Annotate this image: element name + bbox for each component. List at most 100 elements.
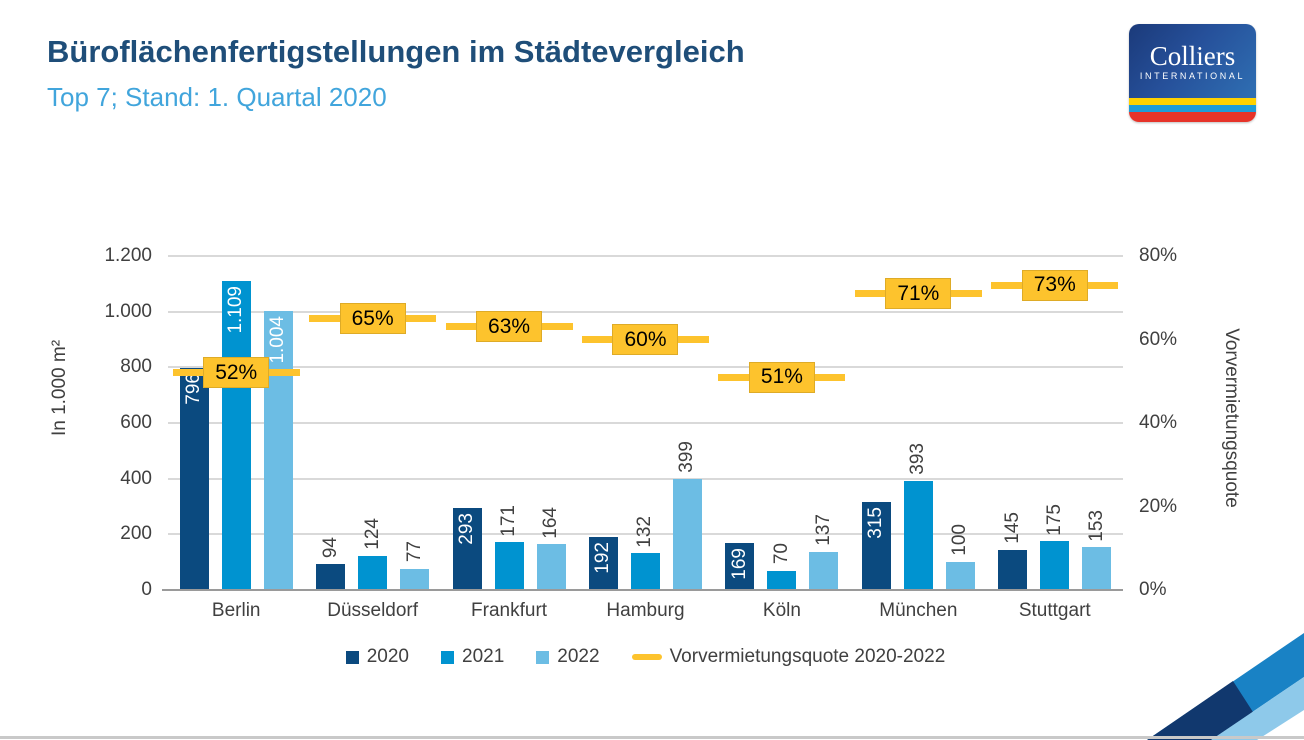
legend-item-2022: 2022 [536, 646, 600, 668]
bar-2020-köln [725, 542, 755, 590]
bar-2021-frankfurt [494, 542, 524, 590]
x-axis-line [162, 589, 1123, 591]
bar-2020-münchen [861, 502, 891, 590]
y-right-tick-20%: 20% [1139, 495, 1178, 517]
x-category-label-köln: Köln [762, 600, 801, 621]
bar-2020-berlin [179, 368, 209, 590]
x-category-label-stuttgart: Stuttgart [1018, 600, 1091, 621]
colliers-logo: Colliers INTERNATIONAL [1129, 24, 1256, 122]
colliers-logo-main: Colliers INTERNATIONAL [1129, 24, 1256, 98]
bar-2022-hamburg [672, 478, 702, 590]
bar-2020-hamburg [588, 536, 618, 590]
bar-value-label-2021-düsseldorf: 124 [361, 517, 383, 550]
x-category-label-frankfurt: Frankfurt [471, 600, 548, 621]
bar-value-label-2022-düsseldorf: 77 [403, 541, 425, 563]
y-left-tick-800: 800 [120, 356, 152, 378]
plot-area: 796 1.109 1.004 52% 94 124 77 65% 293 171 164 63% 19… [162, 255, 1123, 591]
bar-2022-köln [809, 551, 839, 590]
bar-value-label-2021-berlin: 1.109 [225, 286, 247, 334]
bar-value-label-2022-stuttgart: 153 [1085, 509, 1107, 542]
logo-stripe-red [1129, 112, 1256, 122]
bar-2022-berlin [263, 310, 293, 590]
bar-value-label-2020-frankfurt: 293 [456, 513, 478, 546]
bar-2022-münchen [945, 562, 975, 590]
legend-swatch-2021 [441, 650, 454, 664]
marker-label-frankfurt: 63% [476, 311, 543, 343]
category-group-berlin: 796 1.109 1.004 52% [168, 256, 304, 590]
y-right-axis-title: Vorvermietungsquote [1221, 328, 1242, 508]
bar-value-label-2020-köln: 169 [728, 547, 750, 580]
bar-2020-frankfurt [452, 508, 482, 590]
y-right-tick-40%: 40% [1139, 412, 1178, 433]
bar-2021-düsseldorf [358, 555, 388, 590]
y-left-tick-600: 600 [120, 412, 152, 433]
logo-stripe-yellow [1129, 98, 1256, 105]
decorative-swoosh [1147, 633, 1304, 740]
x-category-label-düsseldorf: Düsseldorf [327, 600, 419, 621]
page-subtitle: Top 7; Stand: 1. Quartal 2020 [47, 82, 387, 112]
y-left-tick-200: 200 [120, 523, 152, 545]
legend-swatch-2020 [345, 650, 359, 664]
bar-value-label-2020-stuttgart: 145 [1001, 511, 1023, 544]
bar-2022-stuttgart [1082, 547, 1112, 590]
page-title: Büroflächenfertigstellungen im Städtever… [47, 34, 745, 69]
legend-item-2021: 2021 [441, 646, 504, 668]
bar-2021-stuttgart [1040, 541, 1070, 590]
x-category-label-münchen: München [879, 600, 958, 621]
bar-value-label-2020-düsseldorf: 94 [319, 536, 341, 558]
bar-2021-berlin [221, 281, 251, 590]
bar-value-label-2021-hamburg: 132 [634, 515, 656, 548]
category-group-köln: 169 70 137 51% [714, 256, 850, 590]
gridline-1000 [168, 310, 1123, 313]
bar-2021-köln [767, 570, 797, 590]
category-group-frankfurt: 293 171 164 63% [441, 256, 577, 590]
marker-label-hamburg: 60% [612, 324, 679, 355]
marker-label-berlin: 52% [203, 357, 270, 389]
gridline-600 [168, 422, 1123, 424]
bar-2021-hamburg [630, 553, 660, 590]
bar-value-label-2021-köln: 70 [770, 543, 792, 565]
legend-item-2020: 2020 [345, 646, 409, 668]
gridline-1200 [168, 255, 1123, 257]
bar-2022-frankfurt [536, 544, 566, 590]
marker-label-köln: 51% [748, 361, 815, 393]
gridline-400 [168, 477, 1123, 480]
y-left-tick-1.200: 1.200 [104, 245, 152, 266]
marker-label-düsseldorf: 65% [339, 303, 406, 335]
bar-value-label-2021-münchen: 393 [907, 442, 929, 475]
bar-value-label-2022-frankfurt: 164 [540, 506, 562, 539]
bar-value-label-2022-berlin: 1.004 [267, 315, 289, 364]
category-group-stuttgart: 145 175 153 73% [987, 256, 1123, 590]
legend-swatch-2022 [536, 650, 550, 664]
slide-bottom-border [0, 736, 1304, 739]
bar-value-label-2022-hamburg: 399 [676, 441, 698, 473]
marker-label-münchen: 71% [885, 278, 952, 310]
bar-value-label-2020-berlin: 796 [183, 373, 205, 406]
bar-value-label-2022-münchen: 100 [949, 524, 971, 557]
category-group-münchen: 315 393 100 71% [850, 256, 986, 590]
y-left-tick-400: 400 [120, 467, 152, 489]
y-left-tick-1.000: 1.000 [104, 300, 152, 322]
bar-value-label-2021-stuttgart: 175 [1043, 503, 1065, 536]
legend-label-2020: 2020 [366, 646, 409, 667]
marker-label-stuttgart: 73% [1021, 269, 1088, 301]
legend-label-2021: 2021 [462, 646, 505, 667]
bar-2022-düsseldorf [400, 568, 430, 590]
bar-value-label-2021-frankfurt: 171 [498, 504, 520, 537]
gridline-200 [168, 533, 1123, 536]
gridline-800 [168, 366, 1123, 369]
legend-marker-line-icon [631, 654, 662, 660]
bar-2020-stuttgart [998, 549, 1028, 590]
y-right-tick-80%: 80% [1139, 245, 1178, 266]
chart-legend: 2020 2021 2022 Vorvermietungsquote 2020-… [168, 646, 1123, 668]
y-right-tick-0%: 0% [1139, 579, 1167, 600]
y-right-tick-60%: 60% [1139, 328, 1178, 350]
x-category-label-hamburg: Hamburg [606, 600, 685, 621]
legend-item-vorvermietungsquote: Vorvermietungsquote 2020-2022 [631, 646, 946, 668]
bar-2021-münchen [903, 480, 933, 590]
x-category-label-berlin: Berlin [211, 600, 261, 621]
category-group-hamburg: 192 132 399 60% [577, 256, 713, 590]
legend-label-vorvermietungsquote: Vorvermietungsquote 2020-2022 [669, 646, 946, 667]
bar-2020-düsseldorf [316, 563, 346, 590]
category-group-düsseldorf: 94 124 77 65% [304, 256, 440, 590]
